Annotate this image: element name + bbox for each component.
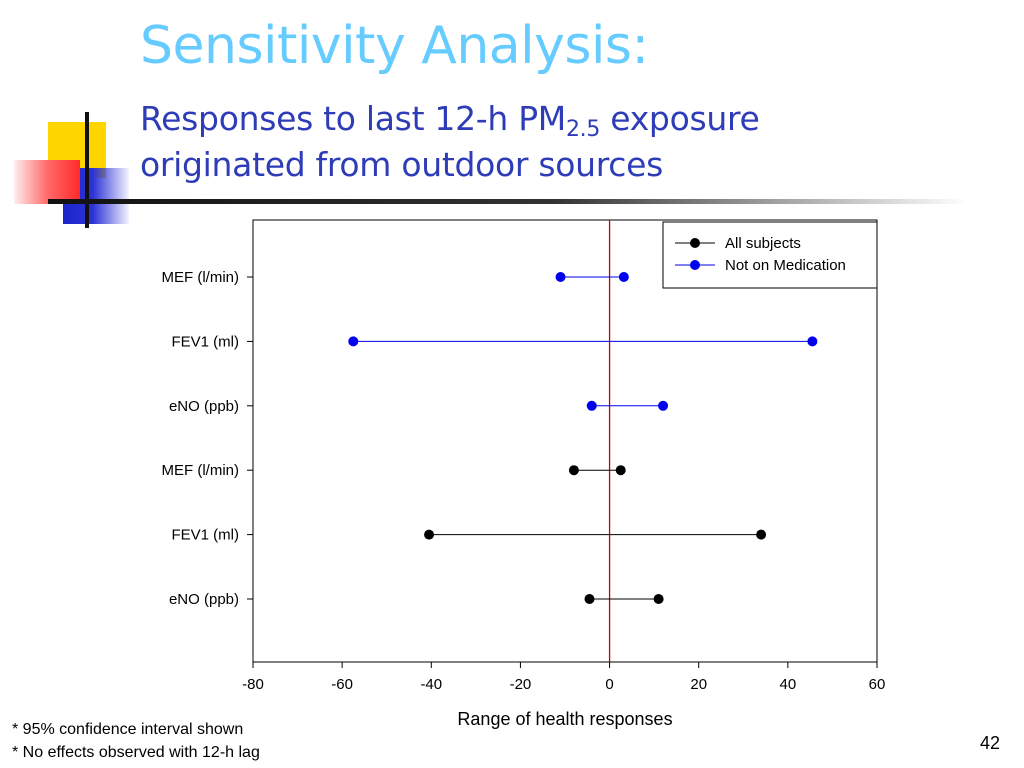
y-category-label: FEV1 (ml): [172, 333, 240, 350]
legend-label: Not on Medication: [725, 257, 846, 274]
x-tick-label: -80: [242, 676, 264, 693]
footnote-ci: * 95% confidence interval shown: [12, 721, 244, 738]
plot-frame: [252, 219, 878, 663]
subtitle-text-part1: Responses to last 12-h PM: [140, 99, 566, 138]
decor-red-square: [14, 160, 80, 204]
interval-low-point: [555, 272, 566, 282]
interval-high-point: [615, 465, 626, 476]
footnote-lag: * No effects observed with 12-h lag: [12, 744, 260, 761]
interval-high-point: [658, 400, 669, 411]
interval-low-point: [568, 465, 579, 476]
title-divider: [48, 199, 968, 204]
slide-title: Sensitivity Analysis:: [140, 16, 649, 76]
subtitle-subscript: 2.5: [565, 117, 601, 142]
interval-high-point: [618, 272, 629, 282]
interval-low-point: [348, 336, 359, 347]
x-tick-label: 40: [780, 676, 797, 693]
interval-high-point: [653, 594, 664, 604]
x-tick-label: 20: [690, 676, 707, 693]
legend-label: All subjects: [725, 235, 801, 252]
legend-box: [662, 221, 878, 289]
y-category-label: MEF (l/min): [162, 462, 240, 479]
y-category-label: MEF (l/min): [162, 269, 240, 286]
decor-vertical-line: [85, 112, 89, 228]
slide-subtitle: Responses to last 12-h PM2.5 exposure or…: [140, 96, 760, 188]
legend-marker: [690, 238, 700, 248]
legend-marker: [690, 260, 700, 270]
interval-high-point: [756, 529, 767, 540]
x-tick-label: -60: [331, 676, 353, 693]
y-category-label: eNO (ppb): [169, 398, 239, 415]
x-tick-label: -40: [420, 676, 442, 693]
subtitle-text-line2: originated from outdoor sources: [140, 145, 664, 184]
interval-low-point: [584, 594, 595, 604]
slide-number: 42: [980, 733, 1001, 753]
interval-high-point: [807, 336, 818, 347]
x-tick-label: -20: [510, 676, 532, 693]
x-axis-title: Range of health responses: [457, 709, 672, 729]
y-category-label: FEV1 (ml): [172, 527, 240, 544]
x-tick-label: 60: [869, 676, 886, 693]
interval-low-point: [424, 529, 435, 540]
interval-low-point: [586, 400, 597, 411]
subtitle-text-part2: exposure: [600, 99, 760, 138]
x-tick-label: 0: [605, 676, 613, 693]
y-category-label: eNO (ppb): [169, 591, 239, 608]
